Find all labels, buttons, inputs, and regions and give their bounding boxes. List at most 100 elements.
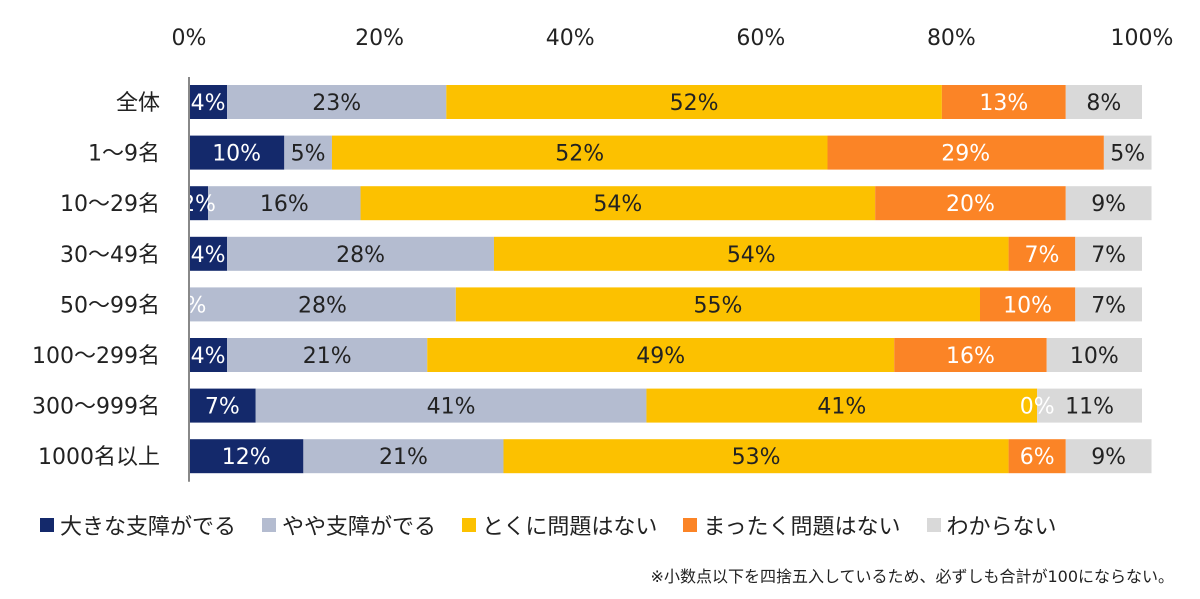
legend-swatch [462,518,477,532]
bar-segment [875,186,1066,221]
bar-segment [455,287,980,322]
data-label: 9% [1091,445,1126,470]
category-labels: 全体 1～9名 10～29名 30～49名 50～99名 100～299名 300～999名… [32,91,160,470]
bar-segment [427,338,895,372]
category-label: 300～999名 [32,395,160,420]
data-label: 16% [946,344,995,369]
x-tick-label: 80% [927,26,976,51]
stacked-bar-chart: 0% 20% 40% 60% 80% 100% 全体 1～9名 10～29名 30～49名 50～… [32,26,1174,482]
legend-label: やや支障がでる [282,515,437,540]
data-label: 6% [1020,445,1055,470]
x-tick-label: 20% [355,26,404,51]
data-label: 4% [191,344,226,369]
legend-swatch [683,518,698,532]
bar-segment [189,388,256,423]
bar-segment [1065,439,1152,474]
bar-segment [255,388,647,423]
data-label: 11% [1065,395,1114,420]
data-label: 54% [593,192,642,217]
data-label: 10% [1003,293,1052,318]
bar-segment [503,439,1009,474]
bar-segment [1037,388,1142,423]
data-label: 0% [1020,395,1055,420]
bar-segment [360,186,876,221]
bar-segment [189,85,228,119]
legend-item: とくに問題はない [462,509,657,541]
data-label: 12% [222,445,271,470]
bar-segment [1075,236,1142,271]
x-tick-label: 60% [736,26,785,51]
data-label: 23% [312,91,361,116]
bar-segment [331,135,828,170]
legend-item: まったく問題はない [683,509,901,541]
legend-item: やや支障がでる [262,509,436,541]
bar-segment [1008,439,1066,474]
bar-segment [446,85,942,119]
data-label: 21% [303,344,352,369]
x-tick-label: 40% [546,26,595,51]
bar-segment [979,287,1076,322]
data-label: 4% [191,91,226,116]
bar-segment [189,186,209,221]
bar-segment [646,388,1038,423]
data-label: 20% [946,192,995,217]
bar-segment [189,338,228,372]
data-label: 21% [379,445,428,470]
bar-segment [941,85,1066,119]
data-label: 49% [636,344,685,369]
legend-item: 大きな支障がでる [40,509,236,541]
data-label: 2% [181,192,216,217]
bar-segment [1103,135,1152,170]
data-label: 53% [732,445,781,470]
x-tick-label: 0% [172,26,207,51]
footnote: ※小数点以下を四捨五入しているため、必ずしも合計が100にならない。 [650,567,1174,586]
category-label: 100～299名 [32,344,160,369]
bar-segment [1075,287,1142,322]
bar-segment [208,186,361,221]
bars [189,85,1152,474]
data-label: 7% [1024,243,1059,268]
data-label: 29% [941,142,990,167]
x-tick-label: 100% [1111,26,1174,51]
legend-label: 大きな支障がでる [60,515,237,540]
x-axis-ticks: 0% 20% 40% 60% 80% 100% [172,26,1174,51]
bar-segment [894,338,1047,372]
data-label: 8% [1086,91,1121,116]
data-label: 7% [205,395,240,420]
bar-segment [189,439,304,474]
legend-label: とくに問題はない [482,515,658,540]
category-label: 1～9名 [88,142,160,167]
bar-segment [189,236,228,271]
category-label: 10～29名 [60,192,160,217]
data-label: 7% [1091,293,1126,318]
bar-segment [1065,186,1152,221]
data-label: 55% [693,293,742,318]
legend-label: まったく問題はない [703,515,901,540]
data-label: 28% [298,293,347,318]
category-label: 1000名以上 [38,445,160,470]
bar-segment [1008,236,1076,271]
bar-segment [189,135,285,170]
data-label: 5% [1110,142,1145,167]
legend: 大きな支障がでる やや支障がでる とくに問題はない まったく問題はない わからな… [40,510,1057,540]
data-label: 4% [191,243,226,268]
data-label: 16% [260,192,309,217]
value-labels: 4% 23% 52% 13% 8% 10% 5% 52% 29% 5% 2% 16% 54% 20% 9% 4… [172,91,1146,470]
data-label: 41% [817,395,866,420]
bar-segment [284,135,332,170]
legend-item: わからない [926,509,1057,541]
data-label: 54% [727,243,776,268]
data-label: 5% [291,142,326,167]
data-label: 52% [670,91,719,116]
data-label: 28% [336,243,385,268]
data-label: 10% [1070,344,1119,369]
category-label: 50～99名 [60,293,160,318]
bar-segment [227,338,428,372]
legend-swatch [926,518,941,532]
data-label: 7% [1091,243,1126,268]
bar-segment [1046,338,1142,372]
category-label: 全体 [116,91,160,116]
data-label: 13% [979,91,1028,116]
bar-segment [303,439,504,474]
data-label: 10% [212,142,261,167]
